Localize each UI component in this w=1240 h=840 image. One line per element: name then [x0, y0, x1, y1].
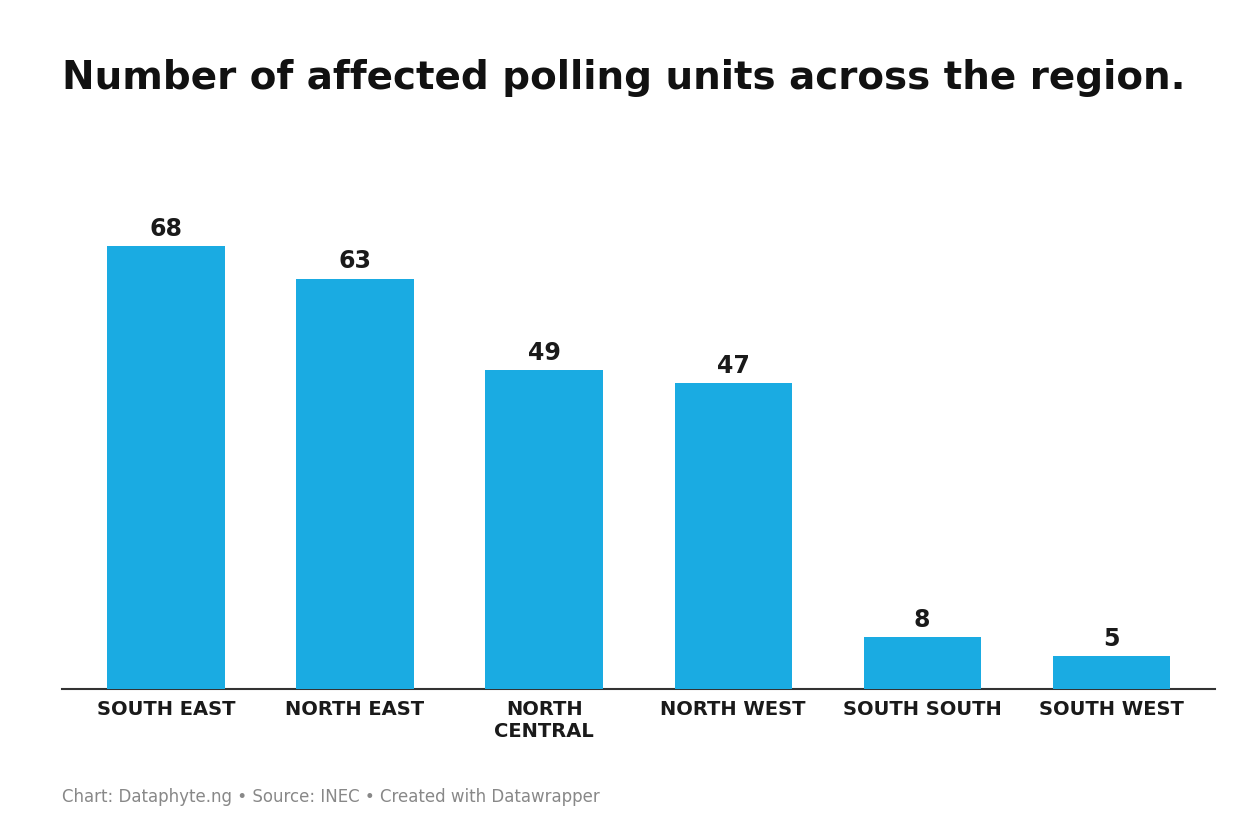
Text: 68: 68 [150, 217, 182, 241]
Bar [296, 279, 414, 689]
Bar [675, 383, 791, 689]
Text: 47: 47 [717, 354, 749, 378]
Text: 8: 8 [914, 607, 930, 632]
Bar [486, 370, 603, 689]
Text: 5: 5 [1102, 627, 1120, 651]
Text: 63: 63 [339, 249, 372, 274]
Text: 49: 49 [528, 340, 560, 365]
Bar [863, 637, 981, 689]
Bar [1053, 656, 1169, 689]
Text: Number of affected polling units across the region.: Number of affected polling units across … [62, 59, 1185, 97]
Bar [108, 246, 224, 689]
Text: Chart: Dataphyte.ng • Source: INEC • Created with Datawrapper: Chart: Dataphyte.ng • Source: INEC • Cre… [62, 789, 600, 806]
